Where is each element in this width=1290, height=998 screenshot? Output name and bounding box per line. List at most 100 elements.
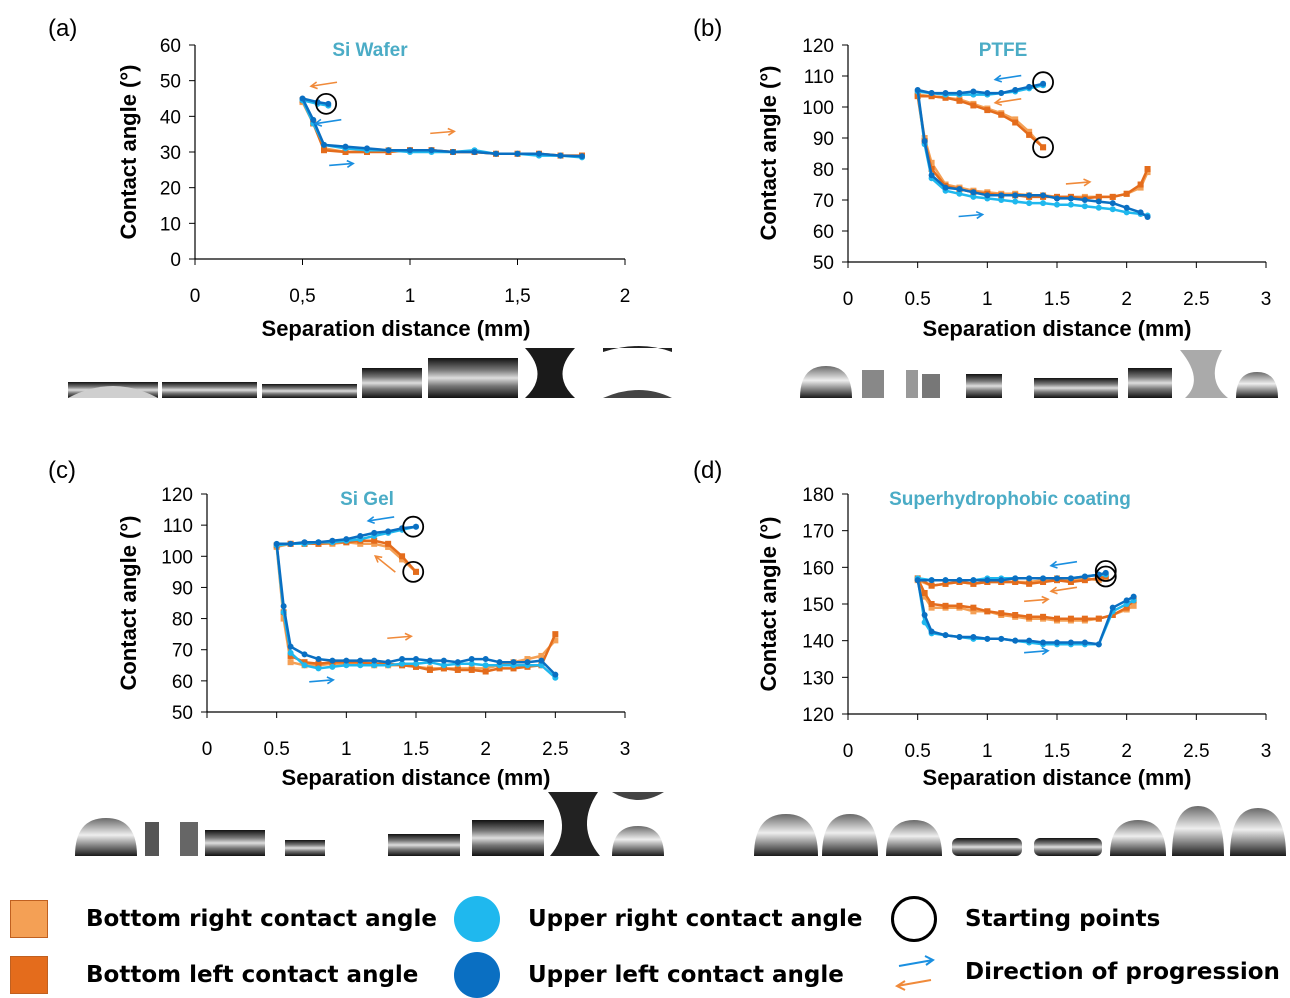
y-tick-label: 50	[160, 72, 181, 93]
data-point	[315, 539, 322, 546]
data-point	[1095, 204, 1102, 211]
chart-panel-0: 0 10 20 30 40 50 60 0 0,5 1 1,5 2 Si Wafer Separation…	[116, 36, 630, 341]
data-point	[1137, 181, 1144, 188]
y-axis-label: Contact angle (°)	[756, 65, 781, 240]
data-point	[998, 635, 1005, 642]
data-point	[1081, 577, 1088, 584]
data-point	[399, 656, 406, 663]
data-point	[552, 671, 559, 678]
data-point	[1012, 575, 1019, 582]
y-tick-label: 110	[163, 516, 193, 537]
data-point	[984, 577, 991, 584]
data-point	[1109, 612, 1116, 618]
data-point	[1012, 579, 1019, 585]
direction-arrowhead	[404, 632, 413, 641]
data-point	[1109, 206, 1116, 213]
data-point	[1095, 198, 1102, 205]
data-point	[1012, 86, 1019, 93]
data-point	[371, 657, 378, 664]
data-point	[343, 662, 350, 669]
data-point	[385, 147, 392, 154]
x-tick-label: 2	[620, 286, 631, 307]
series-line	[275, 539, 557, 673]
data-point	[1067, 639, 1074, 646]
data-point	[371, 537, 378, 544]
data-point	[440, 657, 447, 664]
direction-arrow	[1065, 181, 1090, 185]
y-tick-label: 120	[802, 705, 834, 726]
direction-arrow	[329, 162, 354, 167]
starting-point-marker	[1094, 560, 1117, 582]
series-line	[916, 82, 1149, 219]
legend-swatch-upper-left	[454, 952, 500, 998]
legend-label-upper-right: Upper right contact angle	[528, 906, 863, 932]
starting-point-marker	[402, 515, 425, 538]
panel-label-b: (b)	[693, 15, 722, 42]
data-point	[928, 582, 935, 589]
x-tick-label: 2.5	[542, 739, 568, 760]
data-point	[970, 577, 977, 584]
data-point	[956, 90, 963, 97]
data-point	[413, 568, 419, 575]
x-tick-label: 2.5	[1183, 289, 1209, 310]
x-tick-label: 0.5	[904, 289, 930, 310]
direction-arrow	[374, 555, 396, 573]
x-tick-label: 0	[843, 741, 854, 762]
data-point	[538, 652, 545, 659]
data-point	[413, 663, 419, 670]
data-point	[1123, 597, 1130, 604]
data-point	[450, 149, 456, 155]
data-point	[426, 657, 433, 664]
direction-arrow	[1024, 598, 1049, 603]
x-tick-label: 1	[982, 741, 993, 762]
legend-item-upper-right: Upper right contact angle	[454, 896, 862, 942]
legend-item-direction: Direction of progression	[891, 952, 1280, 992]
chart-panel-2: 50 60 70 80 90 100 110 120 0 0.5 1 1.5 2 2.5 3 Si Gel Se…	[116, 485, 630, 790]
data-point	[496, 659, 503, 666]
y-tick-label: 20	[160, 179, 181, 200]
data-point	[970, 608, 977, 615]
data-point	[538, 657, 545, 664]
data-point	[557, 152, 564, 159]
data-point	[329, 537, 336, 544]
data-point	[998, 610, 1005, 617]
data-point	[552, 631, 559, 638]
data-point	[413, 523, 419, 530]
x-tick-label: 2.5	[1183, 741, 1209, 762]
data-point	[1130, 602, 1137, 609]
data-point	[1109, 604, 1116, 611]
data-point	[399, 553, 406, 560]
data-point	[287, 540, 294, 547]
data-point	[579, 153, 585, 160]
y-tick-label: 120	[802, 36, 834, 57]
data-point	[1026, 637, 1033, 644]
data-point	[956, 186, 963, 193]
data-point	[1067, 579, 1074, 585]
data-point	[315, 660, 322, 667]
chart-title: Si Gel	[340, 489, 394, 510]
data-point	[1040, 639, 1047, 646]
data-point	[1026, 131, 1033, 138]
data-point	[1026, 575, 1033, 582]
data-point	[413, 660, 419, 667]
direction-arrows-icon	[894, 955, 935, 991]
data-point	[984, 107, 991, 114]
data-point	[471, 149, 478, 155]
data-point	[914, 577, 921, 584]
legend-item-starting-points: Starting points	[891, 896, 1160, 942]
data-point	[1123, 209, 1130, 216]
data-point	[536, 150, 542, 157]
legend-item-bottom-right: Bottom right contact angle	[10, 900, 437, 938]
data-point	[1054, 201, 1060, 208]
x-tick-label: 1.5	[1044, 741, 1070, 762]
data-point	[552, 637, 559, 644]
data-point	[1054, 615, 1060, 622]
data-point	[928, 577, 935, 584]
data-point	[342, 149, 349, 155]
data-point	[343, 536, 350, 543]
data-point	[407, 147, 413, 154]
direction-arrowhead	[309, 81, 318, 90]
data-point	[956, 577, 963, 584]
data-point	[1102, 569, 1109, 576]
y-tick-label: 50	[172, 703, 193, 724]
